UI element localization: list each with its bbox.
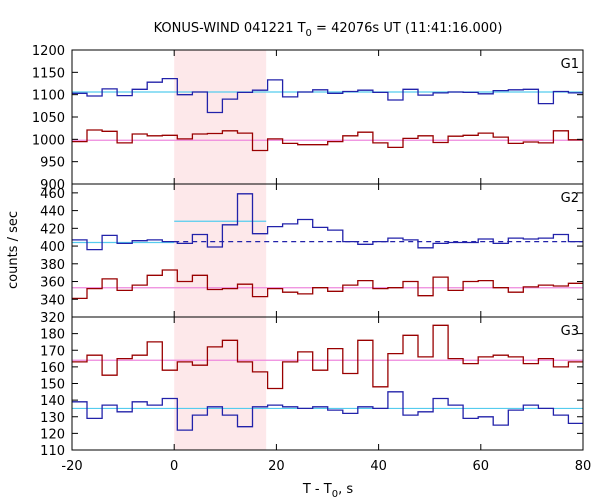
panel-3-series-blue	[72, 391, 583, 431]
panel-2-y-tick-label: 360	[40, 276, 65, 291]
panel-2-series-blue	[72, 193, 583, 251]
panel-1-y-tick-label: 1200	[32, 44, 65, 59]
panel-3-label: G3	[561, 324, 579, 339]
panel-1-y-tick-label: 1150	[32, 66, 65, 81]
panel-3-y-tick-label: 110	[40, 444, 65, 459]
panel-1-y-tick-label: 900	[40, 178, 65, 193]
panel-2-y-tick-label: 400	[40, 240, 65, 255]
panel-3-y-tick-label: 140	[40, 394, 65, 409]
panel-2-label: G2	[561, 191, 579, 206]
panel-1-y-tick-label: 950	[40, 156, 65, 171]
panel-1-label: G1	[561, 57, 579, 72]
y-axis-label: counts / sec	[6, 211, 21, 289]
panel-2-y-tick-label: 460	[40, 187, 65, 202]
panel-2-y-tick-label: 420	[40, 222, 65, 237]
panel-1-frame	[71, 49, 584, 185]
x-tick-label: 60	[473, 459, 490, 474]
panel-3-y-tick-label: 180	[40, 328, 65, 343]
chart-title: KONUS-WIND 041221 T0 = 42076s UT (11:41:…	[154, 21, 503, 39]
panel-3-y-tick-label: 120	[40, 427, 65, 442]
panel-2-series-red	[72, 269, 583, 300]
panel-2-y-tick-label: 320	[40, 311, 65, 326]
x-tick-label: 40	[370, 459, 387, 474]
panel-2-y-tick-label: 380	[40, 258, 65, 273]
panel-1-series-blue	[72, 77, 583, 114]
x-tick-label: 20	[268, 459, 285, 474]
panel-1-y-tick-label: 1100	[32, 89, 65, 104]
panel-1-series-red	[72, 129, 583, 152]
panel-2-y-tick-label: 440	[40, 205, 65, 220]
panel-3-y-tick-label: 150	[40, 378, 65, 393]
panel-3-y-tick-label: 130	[40, 411, 65, 426]
x-tick-label: -20	[61, 459, 82, 474]
panel-2-y-tick-label: 340	[40, 293, 65, 308]
panel-1-y-tick-label: 1050	[32, 111, 65, 126]
panel-3-frame	[71, 316, 584, 451]
panel-3-y-tick-label: 170	[40, 344, 65, 359]
panel-3-y-tick-label: 160	[40, 361, 65, 376]
x-tick-label: 80	[575, 459, 592, 474]
panel-2-frame	[71, 183, 584, 318]
panel-1-y-tick-label: 1000	[32, 133, 65, 148]
x-tick-label: 0	[170, 459, 178, 474]
highlight-interval	[174, 50, 267, 450]
x-axis-label: T - T0, s	[302, 482, 353, 500]
panel-3-series-red	[72, 324, 583, 390]
plot-area: 90095010001050110011501200G1320340360380…	[32, 44, 591, 474]
